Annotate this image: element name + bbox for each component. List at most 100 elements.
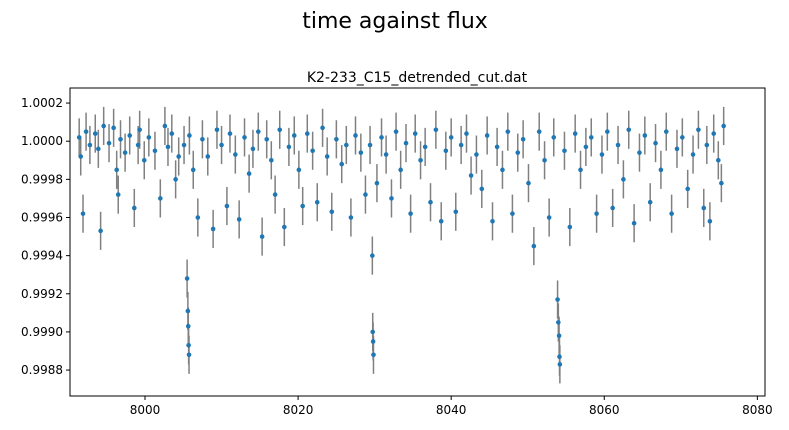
data-point — [562, 148, 567, 154]
data-point — [131, 205, 137, 211]
data-point — [176, 154, 181, 159]
data-point — [615, 142, 621, 148]
data-point — [408, 211, 413, 216]
data-point — [115, 192, 121, 197]
data-point — [536, 129, 542, 134]
data-point — [363, 192, 368, 197]
data-point — [255, 129, 261, 134]
data-point — [610, 205, 615, 211]
data-point — [264, 137, 270, 142]
y-tick-label: 0.9996 — [21, 210, 63, 224]
data-point — [367, 142, 373, 148]
data-point — [224, 203, 230, 209]
data-point — [546, 215, 552, 220]
data-point — [557, 362, 563, 367]
data-point — [186, 342, 191, 348]
data-point — [464, 131, 469, 136]
data-point — [557, 354, 562, 360]
data-point — [246, 171, 252, 176]
data-point — [269, 157, 274, 163]
data-point — [642, 133, 648, 138]
data-point — [599, 152, 605, 157]
data-point — [324, 154, 330, 159]
data-point — [542, 157, 547, 163]
data-point — [374, 180, 380, 186]
data-point — [468, 173, 474, 178]
data-point — [721, 123, 726, 129]
data-point — [78, 154, 84, 159]
data-point — [272, 192, 278, 197]
data-point — [707, 219, 713, 224]
data-point — [87, 142, 93, 148]
data-point — [106, 140, 112, 146]
data-point — [250, 146, 256, 152]
data-point — [494, 144, 500, 150]
data-point — [181, 142, 187, 148]
data-point — [344, 142, 349, 148]
data-point — [555, 297, 560, 302]
data-point — [111, 125, 116, 131]
data-point — [195, 215, 201, 220]
data-point — [531, 243, 537, 249]
data-point — [114, 167, 119, 173]
data-point — [704, 142, 710, 148]
data-point — [184, 276, 190, 281]
data-point — [680, 135, 685, 140]
data-point — [83, 129, 89, 134]
data-point — [631, 220, 637, 226]
data-point — [626, 127, 632, 133]
data-point — [438, 219, 444, 224]
data-point — [403, 140, 409, 146]
data-point — [474, 152, 479, 157]
data-point — [259, 234, 265, 239]
data-point — [490, 219, 495, 224]
data-point — [556, 320, 561, 325]
data-point — [314, 199, 320, 205]
data-point — [210, 226, 216, 232]
data-point — [353, 133, 358, 138]
data-point — [185, 308, 191, 314]
data-point — [300, 203, 305, 209]
x-tick-label: 8060 — [589, 403, 620, 417]
data-point — [152, 148, 158, 154]
data-point — [505, 129, 511, 134]
data-point — [370, 329, 376, 335]
axes-frame — [69, 87, 766, 397]
data-point — [578, 167, 583, 173]
x-tick-label: 8020 — [283, 403, 314, 417]
y-tick-label: 0.9990 — [21, 325, 63, 339]
chart-title: K2-233_C15_detrended_cut.dat — [307, 70, 528, 86]
data-point — [146, 135, 152, 140]
data-point — [158, 196, 163, 201]
y-tick-label: 0.9992 — [21, 287, 63, 301]
data-point — [310, 148, 315, 154]
data-point — [605, 129, 610, 134]
data-point — [484, 133, 490, 138]
data-point — [621, 177, 626, 182]
x-tick-label: 8000 — [130, 403, 161, 417]
data-point — [233, 152, 238, 157]
data-point — [458, 142, 464, 148]
y-tick-label: 0.9998 — [21, 172, 63, 186]
data-point — [236, 217, 242, 222]
x-tick-label: 8040 — [436, 403, 467, 417]
x-tick-label: 8080 — [742, 403, 773, 417]
data-point — [719, 180, 724, 186]
data-point — [101, 123, 106, 129]
data-point — [286, 144, 292, 150]
data-point — [398, 167, 403, 173]
data-point — [637, 150, 642, 155]
data-point — [214, 127, 220, 133]
data-point — [186, 352, 192, 358]
data-point — [200, 137, 205, 142]
data-point — [412, 131, 418, 136]
y-tick-label: 1.0000 — [21, 134, 63, 148]
data-point — [173, 177, 178, 182]
data-point — [572, 131, 578, 136]
data-point — [663, 129, 669, 134]
data-point — [453, 209, 459, 215]
data-point — [334, 137, 339, 142]
data-point — [127, 133, 133, 138]
data-point — [227, 131, 233, 136]
data-point — [556, 333, 562, 339]
